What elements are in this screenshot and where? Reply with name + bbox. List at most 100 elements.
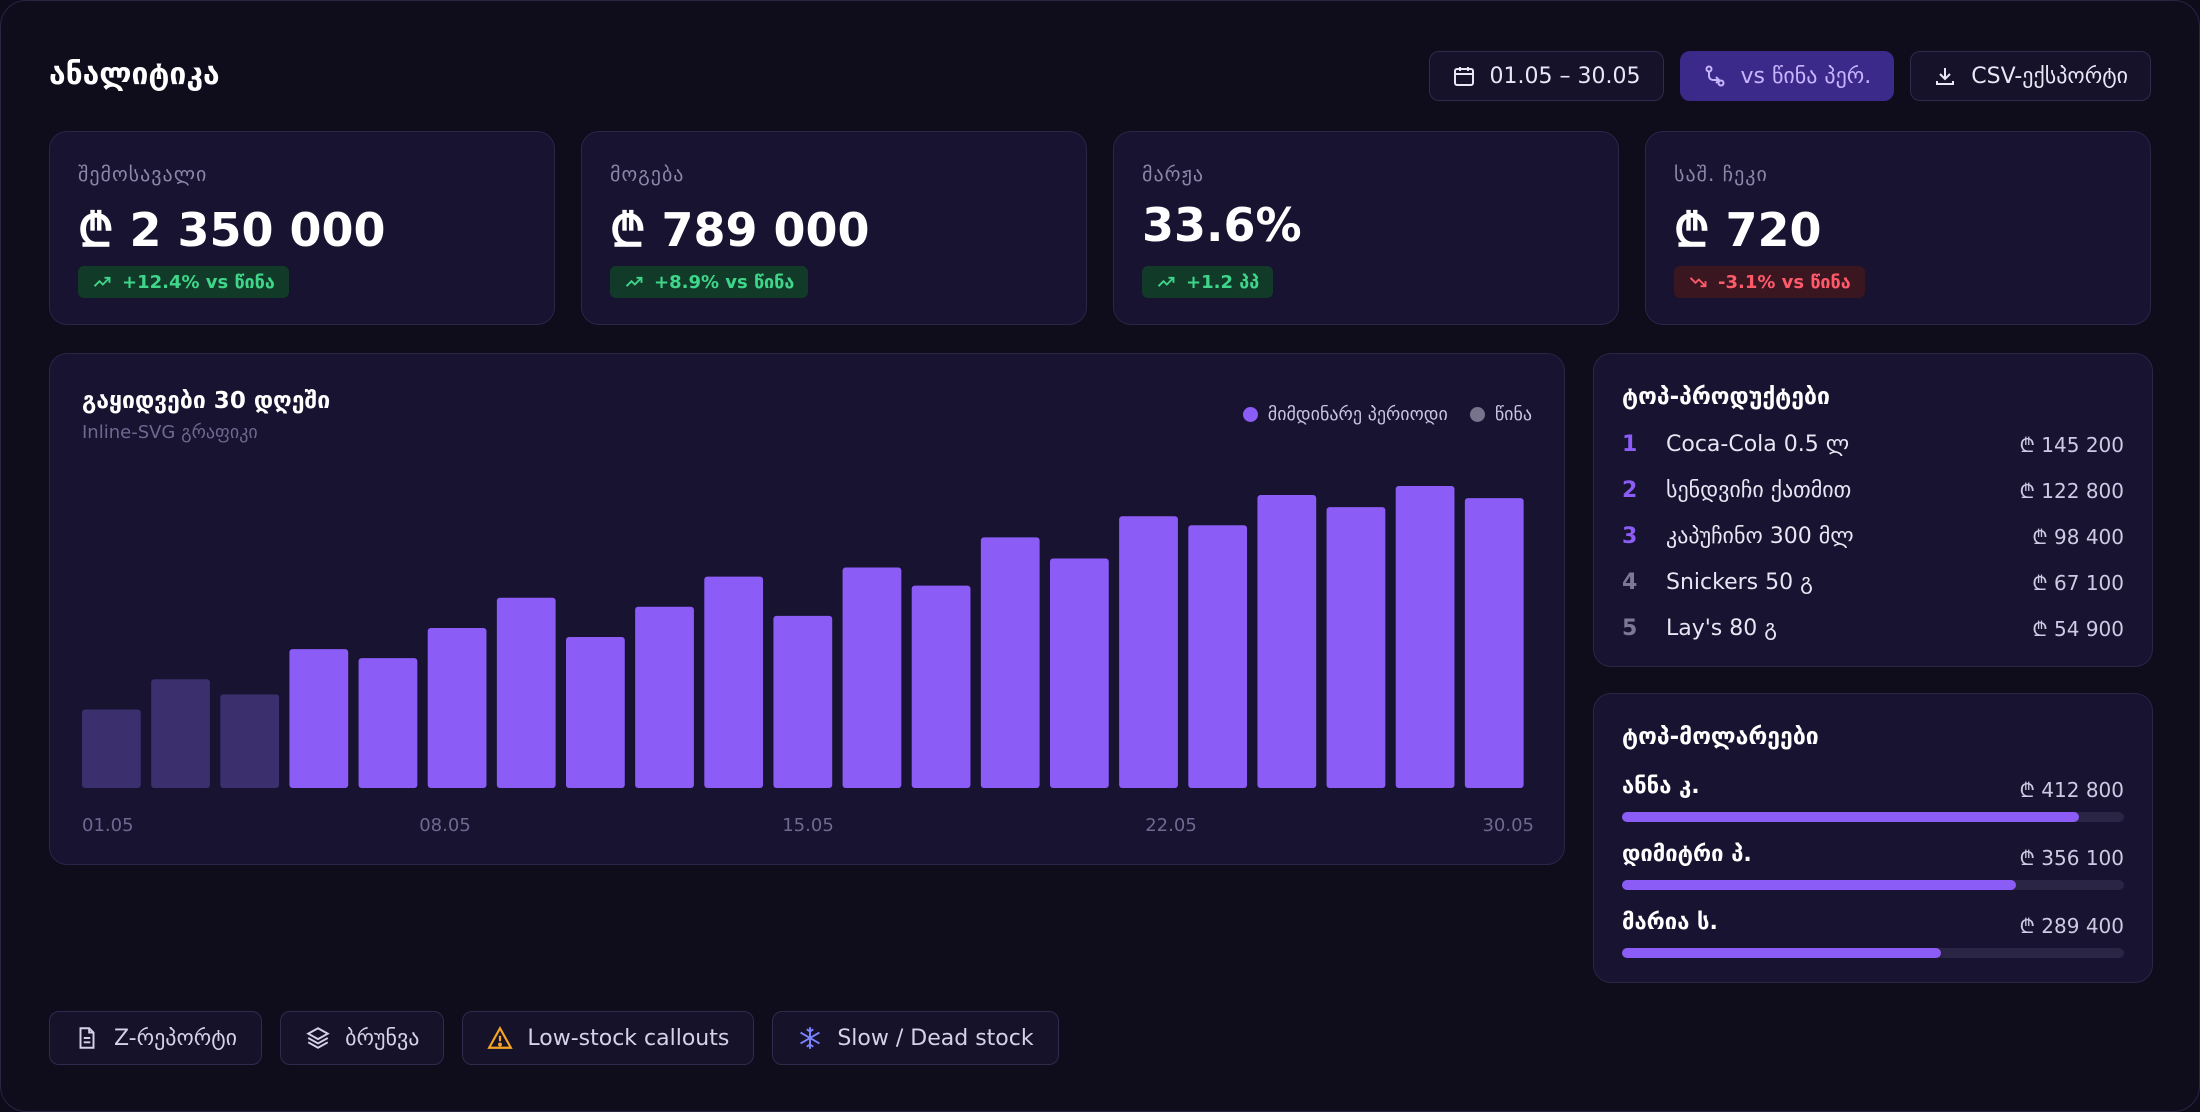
seller-progress-fill <box>1622 880 2017 890</box>
compare-button[interactable]: vs წინა პერ. <box>1679 51 1895 101</box>
header: ანალიტიკა 01.05 – 30.05 vs წინა პერ. CSV… <box>49 51 2151 103</box>
turnover-label: ბრუნვა <box>345 1025 420 1051</box>
legend-dot-previous <box>1469 407 1485 422</box>
x-tick-label: 22.05 <box>1145 815 1197 836</box>
turnover-button[interactable]: ბრუნვა <box>280 1011 445 1065</box>
z-report-label: Z-რეპორტი <box>114 1025 238 1051</box>
seller-progress-track <box>1622 880 2124 890</box>
product-name: სენდვიჩი ქათმით <box>1666 477 1852 503</box>
chart-bar-current[interactable] <box>289 649 349 788</box>
product-row[interactable]: 1 Coca-Cola 0.5 ლ ₾ 145 200 <box>1622 426 2124 462</box>
page-title: ანალიტიკა <box>49 57 220 92</box>
chart-bar-current[interactable] <box>1119 516 1178 788</box>
chart-bar-current[interactable] <box>566 637 625 788</box>
compare-icon <box>1705 65 1724 87</box>
chart-bar-current[interactable] <box>1464 498 1524 788</box>
dead-stock-label: Slow / Dead stock <box>837 1025 1034 1051</box>
seller-progress-track <box>1622 812 2124 822</box>
product-row[interactable]: 2 სენდვიჩი ქათმით ₾ 122 800 <box>1622 472 2124 508</box>
top-sellers-card: ტოპ-მოლარეები ანნა კ. ₾ 412 800 დიმიტრი … <box>1593 693 2153 983</box>
legend-item-previous[interactable]: წინა <box>1469 404 1532 425</box>
chart-bar-current[interactable] <box>1395 486 1455 788</box>
seller-value: ₾ 289 400 <box>2019 914 2124 938</box>
product-name: კაპუჩინო 300 მლ <box>1666 523 1854 549</box>
dead-stock-button[interactable]: Slow / Dead stock <box>772 1011 1059 1065</box>
kpi-label: მარჟა <box>1142 162 1205 186</box>
chart-bar-previous[interactable] <box>220 694 280 788</box>
layers-icon <box>306 1027 330 1049</box>
chart-bar-current[interactable] <box>1257 495 1317 788</box>
product-name: Lay's 80 გ <box>1666 615 1778 641</box>
chart-bar-current[interactable] <box>635 606 694 788</box>
product-rank: 1 <box>1622 431 1638 457</box>
kpi-label: მოგება <box>610 162 685 186</box>
low-stock-button[interactable]: Low-stock callouts <box>462 1011 755 1065</box>
kpi-card-profit: მოგება ₾ 789 000 +8.9% vs წინა <box>581 131 1087 325</box>
seller-row[interactable]: მარია ს. ₾ 289 400 <box>1622 910 2124 970</box>
trend-up-icon <box>93 276 111 287</box>
product-row[interactable]: 4 Snickers 50 გ ₾ 67 100 <box>1622 564 2124 600</box>
seller-progress-fill <box>1622 948 1941 958</box>
seller-name: ანნა კ. <box>1622 774 1700 799</box>
sales-bar-chart: 01.05 08.05 15.05 22.05 30.05 <box>82 486 1534 836</box>
kpi-delta-badge: -3.1% vs წინა <box>1674 266 1865 298</box>
chart-bar-current[interactable] <box>427 627 487 788</box>
compare-label: vs წინა პერ. <box>1740 63 1872 89</box>
product-rank: 4 <box>1622 569 1638 595</box>
kpi-card-revenue: შემოსავალი ₾ 2 350 000 +12.4% vs წინა <box>49 131 555 325</box>
chart-bar-current[interactable] <box>496 597 556 788</box>
kpi-value: ₾ 720 <box>1674 203 1822 257</box>
date-range-label: 01.05 – 30.05 <box>1489 63 1641 89</box>
product-name: Snickers 50 გ <box>1666 569 1813 595</box>
chart-bar-current[interactable] <box>1326 507 1386 788</box>
csv-export-button[interactable]: CSV-ექსპორტი <box>1910 51 2151 101</box>
chart-subtitle: Inline-SVG გრაფიკი <box>82 422 258 443</box>
chart-bar-current[interactable] <box>773 615 833 788</box>
x-tick-label: 15.05 <box>782 815 834 836</box>
chart-bar-previous[interactable] <box>151 679 210 788</box>
trend-down-icon <box>1689 277 1707 288</box>
kpi-delta-text: -3.1% vs წინა <box>1718 271 1851 293</box>
footer-actions: Z-რეპორტი ბრუნვა Low-stock callouts Slow… <box>49 1011 1059 1065</box>
chart-bar-current[interactable] <box>1188 525 1248 788</box>
sales-chart-card: გაყიდვები 30 დღეში Inline-SVG გრაფიკი მი… <box>49 353 1565 865</box>
seller-value: ₾ 412 800 <box>2019 778 2124 802</box>
date-range-button[interactable]: 01.05 – 30.05 <box>1428 51 1664 101</box>
chart-title: გაყიდვები 30 დღეში <box>82 388 331 414</box>
chart-bar-previous[interactable] <box>82 709 141 788</box>
x-tick-label: 08.05 <box>419 815 471 836</box>
product-value: ₾ 145 200 <box>2019 432 2124 457</box>
x-tick-label: 30.05 <box>1482 815 1534 836</box>
legend-item-current[interactable]: მიმდინარე პერიოდი <box>1242 404 1448 425</box>
product-row[interactable]: 5 Lay's 80 გ ₾ 54 900 <box>1622 610 2124 646</box>
legend-label-previous: წინა <box>1494 404 1532 425</box>
chart-bar-current[interactable] <box>1050 558 1109 788</box>
warning-icon <box>487 1026 514 1049</box>
product-row[interactable]: 3 კაპუჩინო 300 მლ ₾ 98 400 <box>1622 518 2124 554</box>
chart-bar-current[interactable] <box>358 658 418 788</box>
chart-bar-current[interactable] <box>704 576 764 788</box>
document-icon <box>79 1027 95 1049</box>
seller-row[interactable]: ანნა კ. ₾ 412 800 <box>1622 774 2124 834</box>
kpi-card-margin: მარჟა 33.6% +1.2 პპ <box>1113 131 1619 325</box>
chart-bar-current[interactable] <box>911 585 971 788</box>
chart-legend: მიმდინარე პერიოდი წინა <box>1242 404 1532 425</box>
kpi-value: 33.6% <box>1142 198 1302 252</box>
kpi-delta-badge: +1.2 პპ <box>1142 266 1274 298</box>
header-actions: 01.05 – 30.05 vs წინა პერ. CSV-ექსპორტი <box>1428 51 2151 101</box>
chart-bar-current[interactable] <box>842 567 902 788</box>
kpi-value: ₾ 2 350 000 <box>78 203 386 257</box>
kpi-card-avg-check: საშ. ჩეკი ₾ 720 -3.1% vs წინა <box>1645 131 2151 325</box>
z-report-button[interactable]: Z-რეპორტი <box>49 1011 263 1065</box>
top-sellers-title: ტოპ-მოლარეები <box>1622 724 1819 750</box>
kpi-delta-text: +1.2 პპ <box>1186 271 1260 293</box>
product-name: Coca-Cola 0.5 ლ <box>1666 431 1850 457</box>
kpi-label: საშ. ჩეკი <box>1674 162 1768 186</box>
seller-name: მარია ს. <box>1622 910 1718 935</box>
chart-bar-current[interactable] <box>980 537 1040 788</box>
seller-row[interactable]: დიმიტრი პ. ₾ 356 100 <box>1622 842 2124 902</box>
product-value: ₾ 98 400 <box>2032 524 2124 549</box>
kpi-value: ₾ 789 000 <box>610 203 870 257</box>
product-value: ₾ 122 800 <box>2019 478 2124 503</box>
